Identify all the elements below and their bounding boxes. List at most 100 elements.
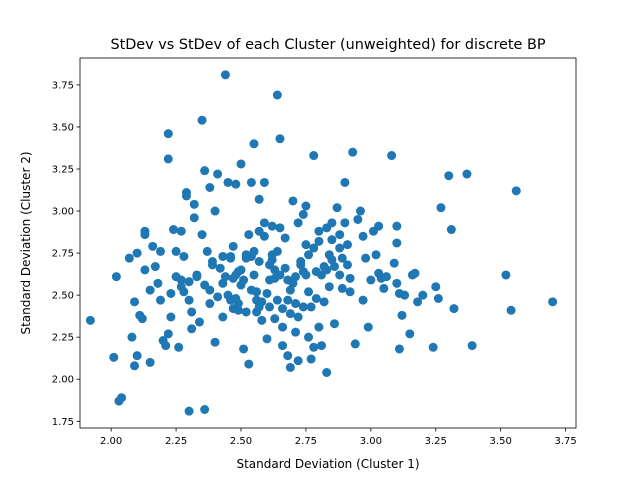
data-point xyxy=(200,405,210,414)
x-tick-label: 2.00 xyxy=(100,436,122,447)
data-point xyxy=(322,368,332,377)
data-point xyxy=(449,304,459,314)
data-point xyxy=(278,322,288,332)
data-point xyxy=(215,263,225,273)
plot-frame xyxy=(79,57,577,429)
x-axis-label: Standard Deviation (Cluster 1) xyxy=(236,457,419,471)
data-point xyxy=(275,270,285,280)
data-point xyxy=(148,241,158,251)
data-point xyxy=(140,265,150,275)
data-point xyxy=(306,354,316,364)
data-point xyxy=(314,322,324,332)
data-point xyxy=(117,393,127,403)
data-point xyxy=(239,344,249,354)
data-point xyxy=(150,262,160,272)
data-point xyxy=(197,115,207,125)
data-point xyxy=(306,302,316,312)
data-point xyxy=(246,251,256,261)
data-point xyxy=(184,406,194,416)
data-point xyxy=(233,299,243,309)
data-point xyxy=(259,177,269,187)
data-point xyxy=(176,275,186,285)
data-point xyxy=(298,267,308,277)
data-point xyxy=(179,251,189,261)
data-point xyxy=(124,253,134,263)
data-point xyxy=(153,278,163,288)
data-point xyxy=(285,309,295,319)
data-point xyxy=(259,218,269,228)
data-point xyxy=(436,203,446,213)
x-axis: 2.00 2.25 2.50 2.75 3.00 3.25 3.50 3.75 xyxy=(100,428,577,447)
y-tick-label: 3.25 xyxy=(52,165,74,176)
data-point xyxy=(327,255,337,265)
data-point xyxy=(314,236,324,246)
data-point xyxy=(418,290,428,300)
data-point xyxy=(309,243,319,253)
x-tick-label: 2.25 xyxy=(165,436,187,447)
data-point xyxy=(410,268,420,278)
data-point xyxy=(392,221,402,231)
data-point xyxy=(291,272,301,282)
data-point xyxy=(187,307,197,317)
data-point xyxy=(446,225,456,235)
data-point xyxy=(340,177,350,187)
data-point xyxy=(233,305,243,315)
data-point xyxy=(335,230,345,240)
data-point xyxy=(132,248,142,258)
data-point xyxy=(176,226,186,236)
data-point xyxy=(358,295,368,305)
data-point xyxy=(413,297,423,307)
data-point xyxy=(275,134,285,144)
data-point xyxy=(187,324,197,334)
data-point xyxy=(467,341,477,351)
data-point xyxy=(140,230,150,240)
data-point xyxy=(342,240,352,250)
data-point xyxy=(207,257,217,266)
data-point xyxy=(329,319,339,329)
data-point xyxy=(462,169,472,179)
data-point xyxy=(262,288,272,298)
y-tick-label: 2.00 xyxy=(52,375,74,386)
y-axis-label: Standard Deviation (Cluster 2) xyxy=(19,151,33,334)
y-tick-label: 1.75 xyxy=(52,417,74,428)
x-tick-label: 3.00 xyxy=(360,436,382,447)
data-point xyxy=(145,285,155,295)
x-tick-label: 2.50 xyxy=(230,436,252,447)
data-point xyxy=(226,251,236,261)
data-point xyxy=(109,352,119,362)
data-point xyxy=(314,226,324,236)
data-point xyxy=(189,199,199,209)
data-point xyxy=(163,329,173,339)
data-point xyxy=(374,221,384,231)
data-point xyxy=(309,151,319,161)
data-point xyxy=(501,270,511,280)
data-point xyxy=(405,329,415,339)
y-tick-label: 2.50 xyxy=(52,291,74,302)
data-point xyxy=(265,302,275,312)
data-point xyxy=(272,295,282,305)
x-tick-label: 3.75 xyxy=(554,436,576,447)
data-point xyxy=(236,159,246,169)
data-point xyxy=(132,351,142,361)
data-point xyxy=(166,312,176,322)
data-point xyxy=(444,171,454,181)
data-point xyxy=(220,272,230,282)
data-point xyxy=(272,90,282,100)
data-point xyxy=(293,312,303,322)
data-point xyxy=(304,287,314,297)
data-point xyxy=(340,218,350,228)
data-point xyxy=(283,351,293,361)
data-point xyxy=(381,272,391,282)
data-point xyxy=(389,258,399,268)
data-point xyxy=(342,260,352,270)
data-point xyxy=(363,322,373,332)
data-point xyxy=(379,283,389,293)
data-point xyxy=(145,357,155,367)
data-point xyxy=(267,221,277,231)
data-point xyxy=(137,314,147,324)
data-point xyxy=(213,292,223,302)
data-point xyxy=(130,361,140,371)
data-point xyxy=(335,243,345,253)
data-point xyxy=(174,342,184,352)
